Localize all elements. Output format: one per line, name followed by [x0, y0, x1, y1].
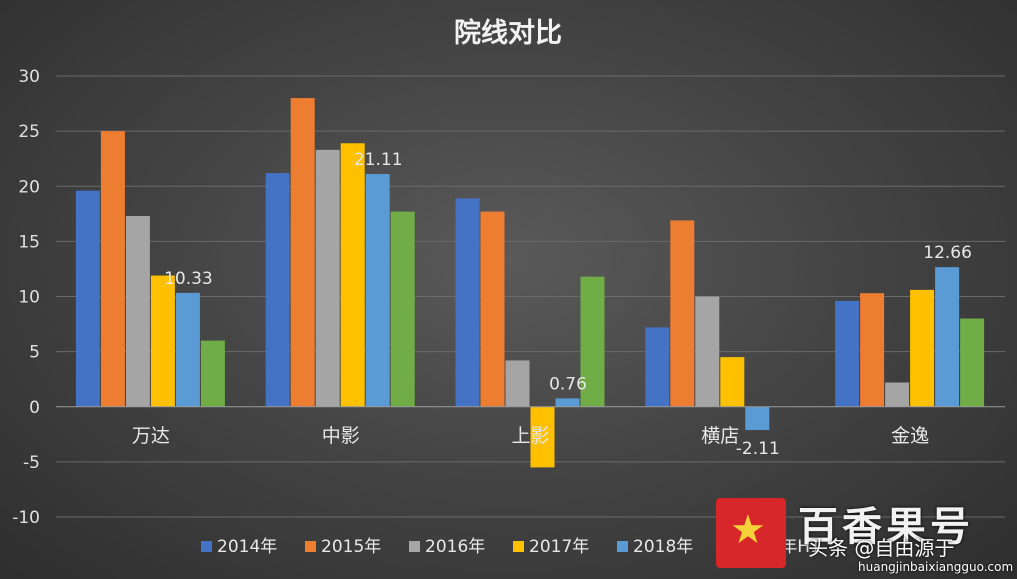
bar [555, 398, 580, 407]
bars [75, 98, 985, 468]
x-tick-label: 横店 [701, 425, 739, 447]
watermark: ★ 百香果号 头条 @自由源于 huangjinbaixiangguo.com [716, 494, 1016, 578]
bar [265, 173, 290, 407]
x-tick-label: 中影 [322, 425, 360, 447]
bar [935, 267, 960, 407]
bar [720, 357, 745, 407]
bar [340, 143, 365, 407]
data-labels: 10.33 21.11 0.76 -2.11 12.66 [164, 150, 972, 459]
legend-label: 2016年 [425, 537, 485, 557]
y-tick-label: 25 [18, 122, 40, 142]
x-tick-label: 万达 [132, 425, 170, 447]
legend-swatch [409, 541, 420, 552]
legend-swatch [305, 541, 316, 552]
star-icon: ★ [730, 507, 766, 553]
data-label: 12.66 [923, 243, 972, 263]
bar [645, 327, 670, 407]
data-label: -2.11 [736, 439, 780, 459]
bar [960, 318, 985, 407]
chart-title: 院线对比 [454, 17, 562, 49]
bar [175, 292, 200, 407]
data-label: 21.11 [354, 150, 403, 170]
watermark-badge-icon: ★ [716, 498, 786, 568]
watermark-handle: 头条 @自由源于 [808, 536, 955, 560]
legend-swatch [201, 541, 212, 552]
bar [745, 406, 770, 431]
legend-label: 2014年 [217, 537, 277, 557]
x-tick-label: 上影 [511, 425, 549, 447]
y-tick-label: 20 [18, 177, 40, 197]
watermark-brand: 百香果号 [798, 504, 974, 550]
bar [530, 406, 555, 468]
bar [885, 382, 910, 407]
bar [200, 340, 225, 407]
bar [835, 300, 860, 407]
legend-label: 2015年 [321, 537, 381, 557]
bar [100, 131, 125, 407]
legend-swatch [617, 541, 628, 552]
y-tick-label: 10 [18, 288, 40, 308]
y-axis-ticks: 30 25 20 15 10 5 0 -5 -10 [12, 67, 40, 528]
y-tick-label: -5 [23, 453, 40, 473]
bar [315, 149, 340, 407]
bar [480, 211, 505, 407]
data-label: 10.33 [164, 269, 213, 289]
bar [125, 216, 150, 407]
bar [505, 360, 530, 407]
y-tick-label: 0 [29, 398, 40, 418]
bar [860, 293, 885, 407]
bar [365, 174, 390, 407]
bar [580, 276, 605, 407]
x-axis-ticks: 万达 中影 上影 横店 金逸 [132, 425, 929, 447]
bar [290, 98, 315, 407]
bar [390, 211, 415, 407]
bar [695, 296, 720, 407]
y-tick-label: 30 [18, 67, 40, 87]
watermark-site: huangjinbaixiangguo.com [858, 560, 1014, 574]
x-tick-label: 金逸 [891, 425, 929, 447]
legend-label: 2017年 [529, 537, 589, 557]
bar [910, 289, 935, 407]
y-tick-label: 15 [18, 232, 40, 252]
data-label: 0.76 [549, 374, 587, 394]
y-tick-label: -10 [12, 508, 40, 528]
bar [150, 275, 175, 407]
bar [670, 220, 695, 407]
legend-label: 2018年 [633, 537, 693, 557]
legend-swatch [513, 541, 524, 552]
bar [75, 190, 100, 407]
bar [455, 198, 480, 407]
y-tick-label: 5 [29, 343, 40, 363]
